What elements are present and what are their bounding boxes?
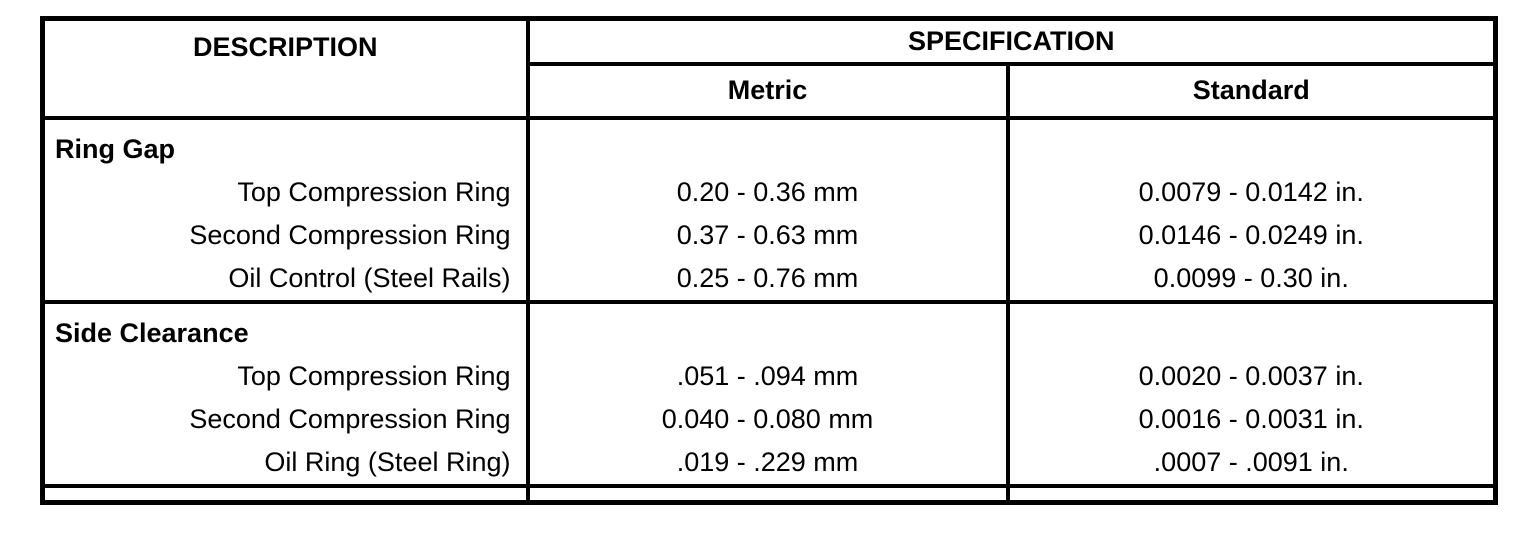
description-column-header: DESCRIPTION — [40, 16, 530, 120]
standard-value: 0.0146 - 0.0249 in. — [1138, 219, 1364, 250]
ring-gap-description-cell: Ring Gap Top Compression Ring Second Com… — [40, 115, 530, 304]
metric-value: 0.25 - 0.76 mm — [676, 262, 859, 293]
side-clearance-metric-cell: .051 - .094 mm 0.040 - 0.080 mm .019 - .… — [525, 299, 1010, 488]
empty-cell — [525, 483, 1010, 504]
section-side-clearance: Side Clearance Top Compression Ring Seco… — [40, 299, 1498, 488]
empty-cell — [40, 483, 530, 504]
row-label: Top Compression Ring — [237, 360, 511, 391]
side-clearance-description-cell: Side Clearance Top Compression Ring Seco… — [40, 299, 530, 488]
standard-value: .0007 - .0091 in. — [1153, 446, 1349, 477]
standard-value: 0.0016 - 0.0031 in. — [1138, 403, 1364, 434]
section-title: Side Clearance — [55, 317, 249, 348]
spacer-line — [532, 128, 1004, 171]
specification-table: DESCRIPTION SPECIFICATION Metric Standar… — [40, 16, 1499, 505]
metric-value: .051 - .094 mm — [676, 360, 859, 391]
row-label: Second Compression Ring — [189, 219, 511, 250]
standard-value: 0.0099 - 0.30 in. — [1153, 262, 1349, 293]
standard-column-header: Standard — [1005, 61, 1498, 120]
standard-value: 0.0020 - 0.0037 in. — [1138, 360, 1364, 391]
row-label: Oil Ring (Steel Ring) — [264, 446, 511, 477]
empty-bottom-row — [40, 483, 1498, 504]
metric-value: 0.37 - 0.63 mm — [676, 219, 859, 250]
metric-value: 0.20 - 0.36 mm — [676, 176, 859, 207]
row-label: Second Compression Ring — [189, 403, 511, 434]
section-ring-gap: Ring Gap Top Compression Ring Second Com… — [40, 115, 1498, 304]
metric-column-header: Metric — [525, 61, 1010, 120]
metric-value: 0.040 - 0.080 mm — [661, 403, 874, 434]
specification-column-header: SPECIFICATION — [525, 16, 1498, 66]
spacer-line — [532, 312, 1004, 355]
side-clearance-standard-cell: 0.0020 - 0.0037 in. 0.0016 - 0.0031 in. … — [1005, 299, 1498, 488]
row-label: Oil Control (Steel Rails) — [228, 262, 511, 293]
ring-gap-standard-cell: 0.0079 - 0.0142 in. 0.0146 - 0.0249 in. … — [1005, 115, 1498, 304]
standard-value: 0.0079 - 0.0142 in. — [1138, 176, 1364, 207]
header-row-2: Metric Standard — [43, 61, 1498, 120]
row-label: Top Compression Ring — [237, 176, 511, 207]
ring-gap-metric-cell: 0.20 - 0.36 mm 0.37 - 0.63 mm 0.25 - 0.7… — [525, 115, 1010, 304]
spacer-line — [1012, 312, 1492, 355]
section-title: Ring Gap — [55, 133, 175, 164]
metric-value: .019 - .229 mm — [676, 446, 859, 477]
header-row-1: DESCRIPTION SPECIFICATION — [40, 16, 1498, 120]
spacer-line — [1012, 128, 1492, 171]
empty-cell — [1005, 483, 1498, 504]
